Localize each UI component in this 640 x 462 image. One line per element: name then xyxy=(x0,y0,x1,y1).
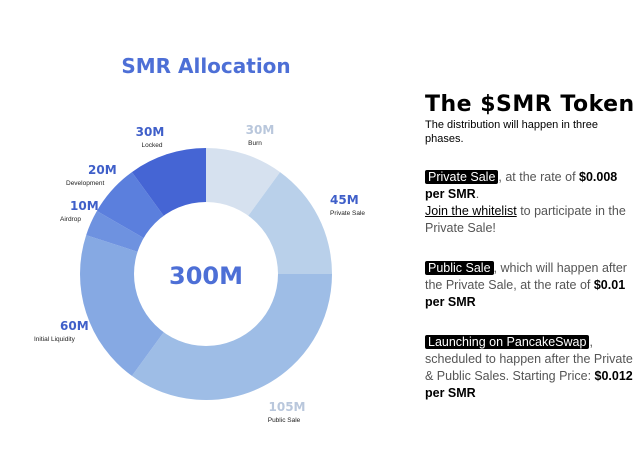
private-sale-price: $0.008 per SMR xyxy=(425,170,618,201)
public-sale-text: Public Sale, which will happen after the… xyxy=(425,260,637,311)
launch-text: Launching on PancakeSwap, scheduled to h… xyxy=(425,334,637,402)
value-label-initial-liquidity: 60M xyxy=(60,319,89,333)
public-sale-price: $0.01 per SMR xyxy=(425,278,626,309)
private-sale-desc: , at the rate of xyxy=(498,170,580,184)
private-sale-block: Private Sale, at the rate of $0.008 per … xyxy=(425,169,637,237)
category-label-airdrop: Airdrop xyxy=(60,216,81,223)
whitelist-link[interactable]: Join the whitelist xyxy=(425,204,517,218)
token-title: The $SMR Token xyxy=(425,92,635,117)
slice-labels: 30M Burn 45M Private Sale 105M Public Sale 60M… xyxy=(34,123,365,424)
private-sale-text: Private Sale, at the rate of $0.008 per … xyxy=(425,169,637,203)
allocation-chart: SMR Allocation 300M 30M Burn 45M Private Sa… xyxy=(34,54,365,424)
token-subtitle: The distribution will happen in three ph… xyxy=(425,119,599,145)
category-label-initial-liquidity: Initial Liquidity xyxy=(34,336,76,343)
private-sale-tag: Private Sale xyxy=(425,170,499,184)
launch-tag: Launching on PancakeSwap xyxy=(425,335,590,349)
center-circle xyxy=(134,202,278,346)
launch-desc: , scheduled to happen after the Private … xyxy=(425,335,633,383)
chart-title: SMR Allocation xyxy=(121,54,290,78)
center-total: 300M xyxy=(169,262,243,290)
value-label-locked: 30M xyxy=(136,125,165,139)
category-label-burn: Burn xyxy=(248,140,262,147)
private-sale-end: . xyxy=(475,187,480,201)
public-sale-block: Public Sale, which will happen after the… xyxy=(425,260,637,311)
launch-block: Launching on PancakeSwap, scheduled to h… xyxy=(425,334,637,402)
value-label-airdrop: 10M xyxy=(70,199,99,213)
token-info: The $SMR Token The distribution will hap… xyxy=(425,92,637,402)
value-label-public-sale: 105M xyxy=(269,400,306,414)
category-label-development: Development xyxy=(66,180,104,187)
category-label-private-sale: Private Sale xyxy=(330,210,365,217)
value-label-private-sale: 45M xyxy=(330,193,359,207)
category-label-locked: Locked xyxy=(142,142,163,149)
whitelist-text: Join the whitelist to participate in the… xyxy=(425,203,637,237)
category-label-public-sale: Public Sale xyxy=(268,417,301,424)
value-label-burn: 30M xyxy=(246,123,275,137)
whitelist-desc: to participate in the Private Sale! xyxy=(425,204,626,235)
public-sale-desc: , which will happen after the Private Sa… xyxy=(425,261,627,292)
value-label-development: 20M xyxy=(88,163,117,177)
launch-price: $0.012 per SMR xyxy=(425,369,633,400)
public-sale-tag: Public Sale xyxy=(425,261,494,275)
